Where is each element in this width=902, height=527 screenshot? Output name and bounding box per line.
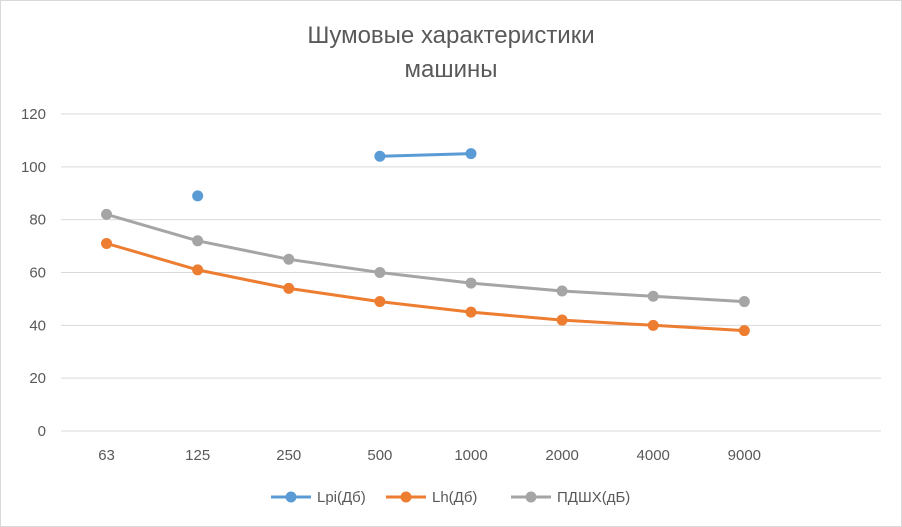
x-tick-label: 250 xyxy=(276,447,301,464)
legend-marker-0 xyxy=(285,491,297,503)
chart-title-line-2: машины xyxy=(404,56,498,83)
series-line-0 xyxy=(378,152,473,158)
y-tick-label: 100 xyxy=(21,159,46,176)
data-point xyxy=(465,277,477,289)
series-line-2 xyxy=(105,212,746,304)
x-tick-label: 63 xyxy=(98,447,115,464)
x-tick-label: 1000 xyxy=(454,447,487,464)
x-tick-label: 9000 xyxy=(728,447,761,464)
y-tick-label: 80 xyxy=(29,212,46,229)
chart-title: Шумовые характеристики машины xyxy=(1,19,901,87)
chart-title-line-1: Шумовые характеристики xyxy=(307,22,595,49)
legend-marker-2 xyxy=(525,491,537,503)
x-tick-label: 4000 xyxy=(637,447,670,464)
y-tick-label: 0 xyxy=(38,423,46,440)
data-point xyxy=(374,296,386,308)
y-tick-label: 60 xyxy=(29,265,46,282)
data-point xyxy=(374,150,386,162)
y-tick-label: 120 xyxy=(21,106,46,123)
data-point xyxy=(647,319,659,331)
data-point xyxy=(738,296,750,308)
data-point xyxy=(465,148,477,160)
data-point xyxy=(556,314,568,326)
series-line-1 xyxy=(105,241,746,333)
data-point xyxy=(101,208,113,220)
data-point xyxy=(101,237,113,249)
data-point xyxy=(192,235,204,247)
x-tick-label: 125 xyxy=(185,447,210,464)
data-point xyxy=(192,264,204,276)
x-tick-label: 500 xyxy=(367,447,392,464)
y-tick-label: 40 xyxy=(29,317,46,334)
data-point xyxy=(465,306,477,318)
legend-label: Lpi(Дб) xyxy=(317,489,366,506)
legend-label: ПДШХ(дБ) xyxy=(557,489,630,506)
legend-label: Lh(Дб) xyxy=(432,489,477,506)
data-point xyxy=(647,290,659,302)
legend-marker-1 xyxy=(400,491,412,503)
data-point xyxy=(738,325,750,337)
data-point xyxy=(192,190,204,202)
data-point xyxy=(374,267,386,278)
data-point xyxy=(283,282,295,294)
x-tick-label: 2000 xyxy=(545,447,578,464)
y-tick-label: 20 xyxy=(29,370,46,387)
data-point xyxy=(556,285,568,297)
data-point xyxy=(283,253,295,265)
